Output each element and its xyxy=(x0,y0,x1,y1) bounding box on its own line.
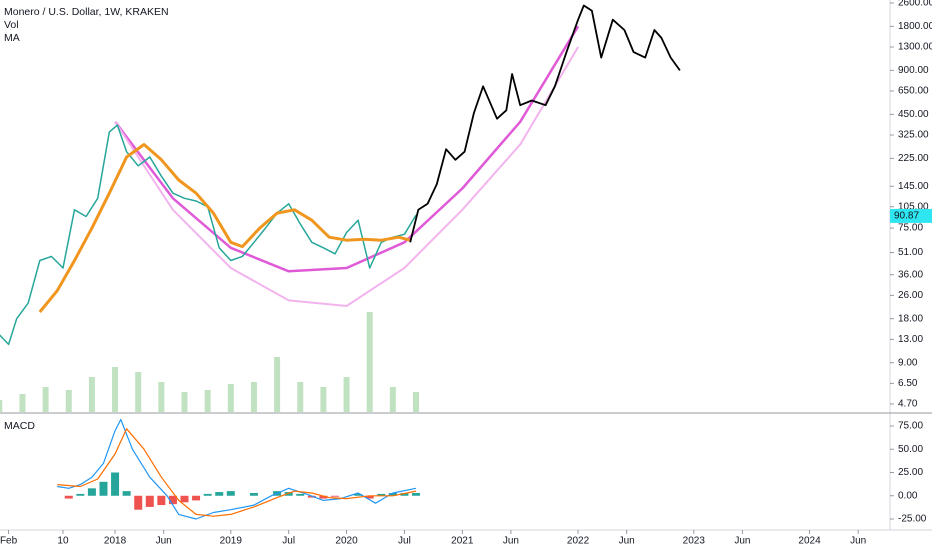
macd-histogram-bar xyxy=(134,495,143,510)
macd-histogram-bar xyxy=(400,492,409,496)
x-tick-label: 2022 xyxy=(567,536,590,547)
y-tick-label: 6.50 xyxy=(898,378,918,389)
macd-title: MACD xyxy=(4,420,35,432)
volume-bar xyxy=(320,387,327,412)
x-tick-label: Feb xyxy=(0,536,18,547)
x-tick-label: Jun xyxy=(156,536,172,547)
y-tick-label: 0.00 xyxy=(898,490,918,501)
macd-histogram-bar xyxy=(354,493,363,496)
x-tick-label: 2023 xyxy=(683,536,706,547)
volume-bar xyxy=(0,400,3,412)
volume-bar xyxy=(88,377,95,412)
volume-bar xyxy=(204,390,211,412)
x-tick-label: Jun xyxy=(503,536,519,547)
macd-histogram-bar xyxy=(76,493,85,496)
volume-bar xyxy=(274,357,281,412)
volume-bar xyxy=(112,367,119,412)
indicator-label: MA xyxy=(4,32,20,44)
x-tick-label: 10 xyxy=(57,536,69,547)
indicator-label: Vol xyxy=(4,19,19,31)
y-tick-label: 18.00 xyxy=(898,313,923,324)
macd-histogram-bar xyxy=(330,495,339,497)
volume-bar xyxy=(181,392,188,412)
macd-histogram-bar xyxy=(157,495,166,506)
x-tick-label: Jul xyxy=(398,536,411,547)
y-tick-label: 25.00 xyxy=(898,467,923,478)
volume-bar xyxy=(297,382,304,412)
y-tick-label: 105.00 xyxy=(898,201,929,212)
series-line xyxy=(57,428,417,517)
volume-bar xyxy=(250,382,257,412)
series-line xyxy=(0,124,417,346)
volume-bar xyxy=(42,387,49,412)
series-line xyxy=(114,46,579,307)
y-tick-label: 75.00 xyxy=(898,421,923,432)
y-tick-label: 51.00 xyxy=(898,247,923,258)
y-tick-label: 900.00 xyxy=(898,65,929,76)
x-tick-label: 2024 xyxy=(798,536,821,547)
volume-bar xyxy=(65,390,72,412)
last-price-label: 90.87 xyxy=(894,211,919,222)
macd-histogram-bar xyxy=(226,491,235,496)
y-tick-label: 50.00 xyxy=(898,444,923,455)
x-tick-label: Jun xyxy=(850,536,866,547)
y-tick-label: 650.00 xyxy=(898,86,929,97)
volume-bar xyxy=(135,372,142,412)
last-price-box xyxy=(890,208,932,223)
macd-histogram-bar xyxy=(365,495,374,499)
macd-histogram-bar xyxy=(377,493,386,496)
volume-bar xyxy=(227,384,234,412)
chart-title: Monero / U.S. Dollar, 1W, KRAKEN xyxy=(4,6,169,18)
y-tick-label: 36.00 xyxy=(898,269,923,280)
macd-histogram-bar xyxy=(64,495,73,499)
volume-bar xyxy=(19,394,26,412)
y-tick-label: 1300.00 xyxy=(898,42,932,53)
volume-bar xyxy=(343,377,350,412)
macd-histogram-bar xyxy=(203,493,212,496)
macd-histogram-bar xyxy=(388,492,397,496)
y-tick-label: 225.00 xyxy=(898,153,929,164)
macd-histogram-bar xyxy=(180,495,189,503)
series-line xyxy=(409,4,681,243)
macd-histogram-bar xyxy=(412,492,421,496)
macd-histogram-bar xyxy=(192,495,201,501)
y-tick-label: -25.00 xyxy=(898,514,927,525)
y-tick-label: 26.00 xyxy=(898,290,923,301)
y-tick-label: 325.00 xyxy=(898,130,929,141)
x-tick-label: 2021 xyxy=(451,536,474,547)
x-tick-label: 2018 xyxy=(104,536,127,547)
x-tick-label: Jun xyxy=(734,536,750,547)
macd-histogram-bar xyxy=(87,488,96,496)
macd-histogram-bar xyxy=(168,495,177,505)
y-tick-label: 9.00 xyxy=(898,357,918,368)
x-tick-label: 2019 xyxy=(220,536,243,547)
macd-histogram-bar xyxy=(145,495,154,507)
macd-histogram-bar xyxy=(99,481,108,496)
x-tick-label: Jul xyxy=(282,536,295,547)
y-tick-label: 4.70 xyxy=(898,399,918,410)
volume-bar xyxy=(413,392,420,412)
volume-bar xyxy=(158,382,165,412)
y-tick-label: 1800.00 xyxy=(898,21,932,32)
macd-histogram-bar xyxy=(296,493,305,496)
x-tick-label: 2020 xyxy=(335,536,358,547)
macd-histogram-bar xyxy=(111,472,120,496)
series-line xyxy=(114,25,580,273)
macd-histogram-bar xyxy=(319,495,328,499)
macd-histogram-bar xyxy=(122,491,131,496)
y-tick-label: 13.00 xyxy=(898,334,923,345)
x-tick-label: Jun xyxy=(619,536,635,547)
macd-histogram-bar xyxy=(215,492,224,496)
y-tick-label: 145.00 xyxy=(898,181,929,192)
volume-bar xyxy=(389,387,396,412)
y-tick-label: 450.00 xyxy=(898,109,929,120)
series-line xyxy=(38,143,411,313)
y-tick-label: 2600.00 xyxy=(898,0,932,9)
macd-histogram-bar xyxy=(249,492,258,496)
volume-bar xyxy=(366,312,373,412)
y-tick-label: 75.00 xyxy=(898,223,923,234)
